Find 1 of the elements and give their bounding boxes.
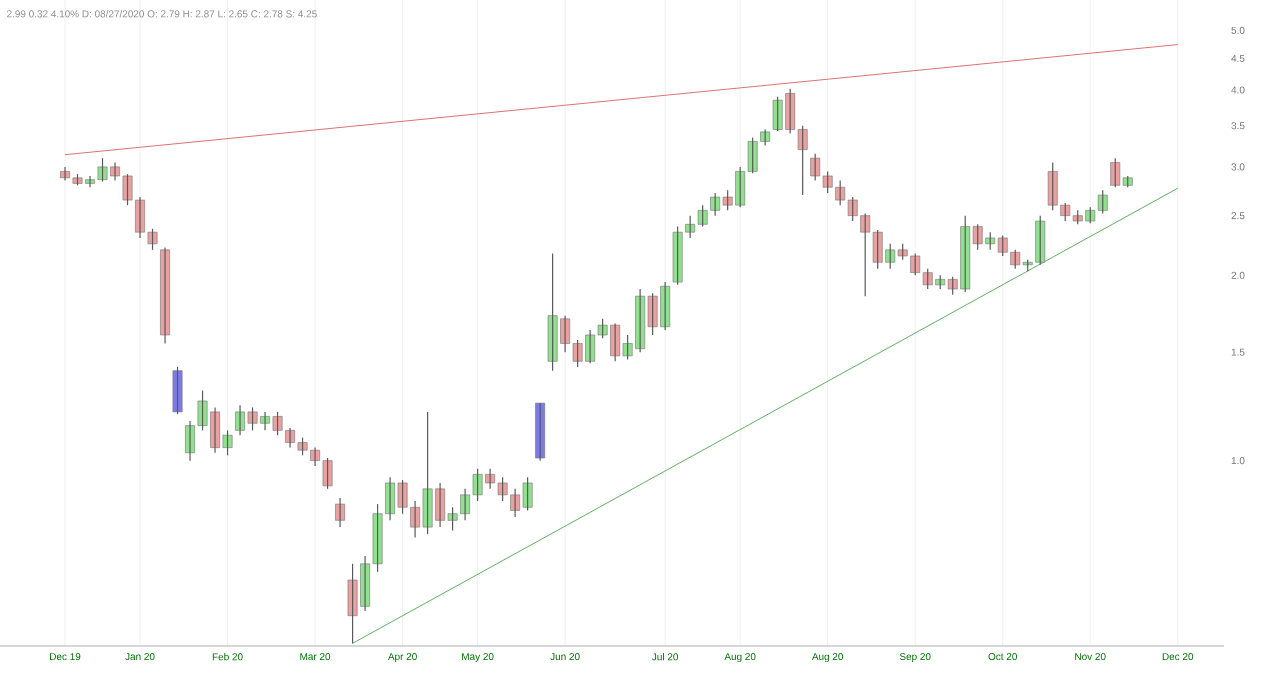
candlestick	[172, 366, 183, 415]
